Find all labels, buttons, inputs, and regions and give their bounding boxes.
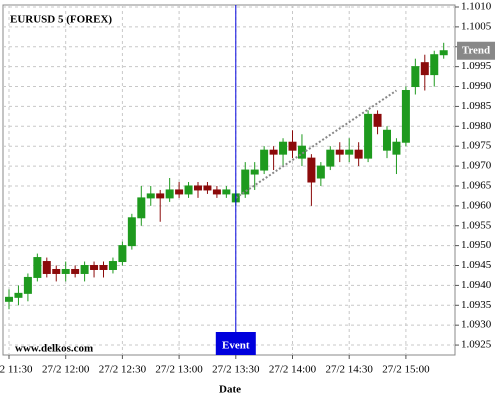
candle-body — [326, 149, 335, 167]
chart-title: EURUSD 5 (FOREX) — [10, 14, 112, 26]
candle-body — [392, 141, 401, 155]
y-tick-label: 1.0960 — [461, 199, 492, 211]
y-tick-label: 1.1005 — [461, 20, 492, 32]
y-tick-label: 1.0945 — [461, 259, 492, 271]
y-tick-label: 1.0940 — [461, 279, 492, 291]
event-label: Event — [222, 340, 250, 352]
candle-body — [212, 189, 221, 195]
y-tick-label: 1.0985 — [461, 100, 492, 112]
candle-body — [175, 189, 184, 195]
plot-area — [2, 4, 456, 356]
candle-body — [90, 265, 99, 270]
candle-body — [99, 265, 108, 270]
candle-body — [373, 113, 382, 127]
y-tick-label: 1.0990 — [461, 80, 492, 92]
candle-body — [316, 165, 325, 179]
candle-body — [354, 149, 363, 159]
candle-body — [52, 268, 61, 274]
candle-body — [260, 149, 269, 171]
candle-body — [279, 141, 288, 155]
y-tick-label: 1.0930 — [461, 319, 492, 331]
candle-body — [439, 50, 448, 56]
candle-body — [137, 197, 146, 219]
candle-body — [42, 261, 51, 274]
candle-body — [364, 113, 373, 159]
candle-body — [165, 189, 174, 199]
candle-body — [108, 261, 117, 270]
x-tick-label: 27/2 15:00 — [382, 364, 430, 376]
candle-body — [297, 145, 306, 159]
x-axis-label: Date — [219, 384, 241, 396]
candle-body — [430, 54, 439, 76]
candle-body — [33, 257, 42, 278]
candle-body — [241, 169, 250, 195]
x-tick-label: 27/2 12:00 — [42, 364, 90, 376]
trend-label-box — [457, 41, 495, 60]
candle-body — [127, 217, 136, 247]
y-tick-label: 1.0925 — [461, 339, 492, 351]
candle-body — [383, 129, 391, 151]
y-tick-label: 1.0975 — [461, 140, 492, 152]
candle-body — [146, 193, 155, 199]
candle-body — [335, 149, 344, 155]
x-tick-label: 27/2 14:30 — [326, 364, 374, 376]
candle-body — [5, 296, 13, 302]
y-tick-label: 1.0995 — [461, 60, 492, 72]
x-tick-label: 27/2 12:30 — [99, 364, 147, 376]
candle-body — [14, 292, 23, 298]
y-tick-label: 1.0965 — [461, 179, 492, 191]
candle-body — [118, 245, 127, 263]
candle-body — [23, 276, 32, 294]
candle-body — [194, 185, 202, 191]
y-tick-label: 1.0950 — [461, 239, 492, 251]
x-tick-label: 27/2 13:30 — [212, 364, 260, 376]
candle-body — [80, 265, 89, 274]
y-tick-label: 1.0935 — [461, 299, 492, 311]
candle-body — [269, 149, 278, 155]
y-tick-label: 1.0980 — [461, 120, 492, 132]
watermark: www.delkos.com — [15, 343, 93, 355]
x-tick-label: 27/2 11:30 — [0, 364, 33, 376]
candle-body — [156, 193, 165, 199]
trend-label: Trend — [462, 44, 490, 56]
candle-body — [250, 169, 259, 175]
candle-body — [203, 185, 212, 191]
candle-body — [411, 66, 420, 88]
candle-body — [345, 149, 354, 155]
y-tick-label: 1.0955 — [461, 219, 492, 231]
y-tick-label: 1.1010 — [461, 1, 492, 13]
candle-body — [401, 90, 410, 143]
candle-body — [307, 157, 316, 183]
x-tick-label: 27/2 13:00 — [155, 364, 203, 376]
candle-body — [184, 185, 193, 195]
candle-body — [71, 268, 80, 274]
y-tick-label: 1.0970 — [461, 160, 492, 172]
candle-body — [420, 62, 429, 76]
x-tick-label: 27/2 14:00 — [269, 364, 317, 376]
trend-line — [235, 89, 398, 199]
candle-body — [61, 268, 70, 274]
candle-body — [222, 189, 231, 195]
candle-body — [288, 141, 297, 151]
event-label-box — [215, 332, 256, 355]
